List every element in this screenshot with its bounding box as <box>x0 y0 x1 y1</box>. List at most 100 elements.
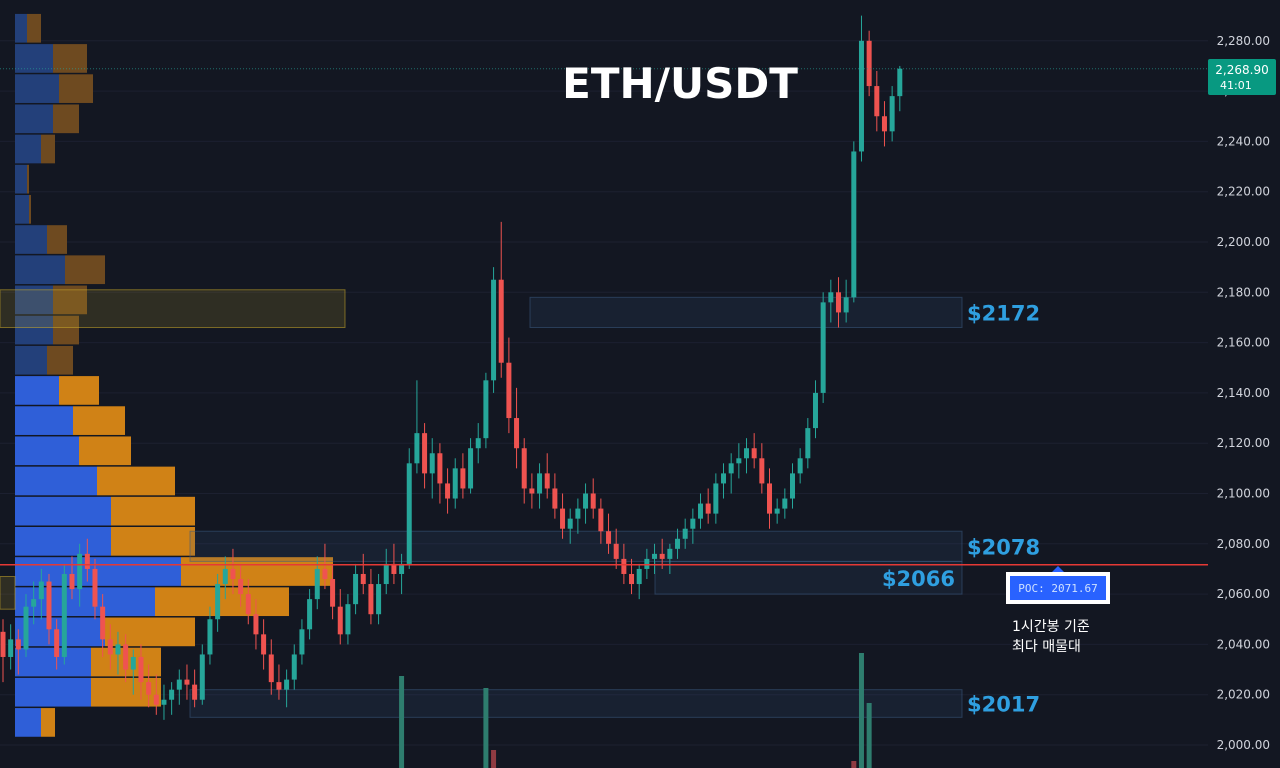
candle <box>69 556 75 600</box>
candle <box>805 418 811 469</box>
candle <box>606 513 612 554</box>
candle <box>828 279 834 323</box>
candle-body <box>31 599 37 607</box>
candle-body <box>169 689 175 700</box>
candle-body <box>805 428 811 459</box>
candle <box>215 573 221 632</box>
candle <box>713 473 719 524</box>
candle <box>659 538 665 569</box>
candle-body <box>69 573 75 590</box>
candle-body <box>77 553 83 590</box>
candle-body <box>736 458 742 464</box>
candle-body <box>713 483 719 514</box>
candle <box>77 543 83 607</box>
volume-profile-sell <box>59 376 99 405</box>
candle-body <box>322 568 328 580</box>
candle-body <box>583 493 589 509</box>
candle <box>897 65 903 112</box>
y-tick-label: 2,020.00 <box>1217 688 1270 702</box>
candle-body <box>866 40 872 87</box>
candle <box>92 558 98 620</box>
candle <box>406 448 412 569</box>
last-price-value: 2,268.90 <box>1215 63 1268 77</box>
candle-body <box>544 473 550 489</box>
candle <box>682 518 688 549</box>
candle-body <box>284 679 290 690</box>
candle <box>414 380 420 474</box>
candle-body <box>360 573 366 585</box>
candle <box>368 568 374 625</box>
candle-body <box>276 682 282 690</box>
volume-profile-buy <box>15 466 97 496</box>
candle-body <box>414 433 420 464</box>
price-axis: 2,280.002,260.002,240.002,220.002,200.00… <box>1217 34 1270 752</box>
candle <box>222 556 228 600</box>
volume-bar <box>851 761 857 768</box>
candle <box>284 669 290 708</box>
candle <box>751 433 757 469</box>
candle-body <box>23 606 29 650</box>
candle-body <box>629 573 635 585</box>
candle-body <box>728 463 734 474</box>
candle <box>575 498 581 534</box>
y-tick-label: 2,080.00 <box>1217 537 1270 551</box>
candle-body <box>636 568 642 585</box>
zone-2066 <box>654 560 963 595</box>
candle-body <box>429 453 435 474</box>
candle <box>330 563 336 620</box>
candle <box>422 423 428 489</box>
candle-body <box>345 604 351 635</box>
candle-body <box>422 433 428 474</box>
candle-body <box>437 453 443 484</box>
candle-body <box>659 553 665 559</box>
candle <box>84 538 90 582</box>
candle <box>8 624 14 670</box>
candle-body <box>498 279 504 363</box>
candle <box>437 443 443 504</box>
y-tick-label: 2,140.00 <box>1217 386 1270 400</box>
candle <box>161 684 167 720</box>
candle <box>399 553 405 595</box>
candle-countdown: 41:01 <box>1220 79 1252 92</box>
candle-body <box>92 568 98 607</box>
candle-body <box>307 599 313 630</box>
candle-body <box>268 654 274 683</box>
candle <box>230 548 236 595</box>
candle-body <box>199 654 205 700</box>
volume-profile-buy <box>15 677 91 707</box>
candle <box>452 458 458 509</box>
volume-profile-sell <box>53 104 79 134</box>
candle <box>652 543 658 574</box>
volume-profile-sell <box>47 225 67 254</box>
level-label: $2017 <box>967 693 1040 717</box>
annotation-line-2: 최다 매물대 <box>1012 639 1081 655</box>
candle <box>881 101 887 147</box>
candle-body <box>537 473 543 494</box>
candle <box>23 594 29 657</box>
candle-body <box>207 619 213 655</box>
candle <box>31 581 37 625</box>
y-tick-label: 2,100.00 <box>1217 487 1270 501</box>
candle <box>767 468 772 529</box>
candle-body <box>115 644 121 655</box>
y-tick-label: 2,200.00 <box>1217 235 1270 249</box>
volume-bar <box>491 750 497 768</box>
candle <box>675 528 681 559</box>
volume-bar <box>866 703 872 768</box>
volume-profile-buy <box>15 255 65 285</box>
candle-body <box>253 614 259 635</box>
candle-body <box>843 297 849 313</box>
candle <box>774 498 780 524</box>
volume-profile-sell <box>105 617 195 647</box>
volume-bar <box>399 676 405 768</box>
candle <box>184 664 190 700</box>
candle <box>744 438 750 474</box>
candle <box>299 619 305 665</box>
volume-profile-sell <box>47 345 73 375</box>
volume-profile-buy <box>15 526 111 556</box>
volume-profile-buy <box>15 496 111 526</box>
candle <box>475 423 481 464</box>
candle <box>176 669 182 705</box>
candle-body <box>851 151 857 298</box>
